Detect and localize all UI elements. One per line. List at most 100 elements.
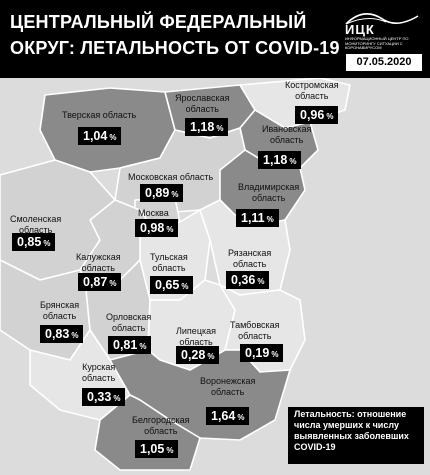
region-value-unit: % [216, 124, 224, 133]
region-value-badge: 1,05% [135, 440, 179, 458]
region-name-line: Калужская [76, 252, 121, 262]
region-value: 1,11 [241, 211, 265, 225]
region-value-unit: % [166, 446, 174, 455]
region-name-line: область [42, 311, 77, 321]
region-name-line: Смоленская [10, 214, 62, 224]
date-badge: 07.05.2020 [346, 54, 422, 71]
region-name: Брянская область [40, 300, 79, 322]
logo-subtext: ИНФОРМАЦИОННЫЙ ЦЕНТР ПО МОНИТОРИНГУ СИТУ… [345, 36, 409, 50]
region-value-unit: % [266, 215, 274, 224]
region-value: 0,65 [155, 278, 180, 292]
region-value-badge: 0,28% [176, 346, 220, 364]
region-value: 1,18 [190, 120, 215, 134]
region-name-line: область [238, 331, 272, 341]
region-name: Орловская область [106, 312, 151, 334]
region-name-line: область [251, 193, 286, 203]
region-name-line: Орловская [106, 312, 152, 322]
region-value-badge: 0,89% [140, 184, 184, 202]
region-value: 0,33 [87, 390, 112, 404]
legend-line: Летальность: отношение [294, 409, 407, 419]
region-name: Костромская область [285, 80, 339, 102]
region-name-line: область [111, 323, 146, 333]
region-value: 1,04 [83, 129, 108, 143]
region-value-unit: % [326, 112, 334, 121]
region-name-line: область [211, 387, 245, 397]
region-value-badge: 1,64% [206, 407, 250, 425]
region-value-badge: 1,04% [78, 127, 122, 145]
region-value: 0,98 [140, 221, 165, 235]
region-value-unit: % [43, 239, 51, 248]
region-name: Ярославская область [175, 93, 229, 115]
region-name: Курская область [82, 362, 115, 384]
region-name: Владимирская область [238, 182, 299, 204]
legend-line: COVID-19 [294, 442, 336, 452]
legend-box: Летальность: отношение числа умерших к ч… [288, 407, 424, 464]
region-value-badge: 0,87% [78, 273, 122, 291]
region-value-unit: % [271, 350, 279, 359]
region-name-line: Тульская [150, 252, 188, 262]
region-value-badge: 0,81% [108, 336, 152, 354]
region-name-line: область [82, 373, 116, 383]
region-value: 0,83 [45, 327, 70, 341]
region-name-line: Белгородская [132, 415, 190, 425]
region-value-unit: % [71, 331, 79, 340]
title-line-2: ОКРУГ: ЛЕТАЛЬНОСТЬ ОТ COVID-19 [10, 38, 340, 58]
region-name-line: область [179, 337, 213, 347]
region-name: Тверская область [62, 110, 136, 121]
region-name: Липецкая область [176, 326, 216, 348]
region-name-line: область [144, 426, 178, 436]
region-value-unit: % [181, 282, 189, 291]
region-name: Тульская область [150, 252, 188, 274]
region-value: 1,18 [263, 153, 288, 167]
region-name-line: область [81, 263, 115, 273]
logo-arc-icon [345, 13, 419, 25]
region-value: 0,36 [231, 273, 256, 287]
region-value: 0,81 [113, 338, 138, 352]
region-name-line: Липецкая [176, 326, 216, 336]
region-name-line: Ярославская [175, 93, 230, 103]
region-value-unit: % [289, 157, 297, 166]
region-value-badge: 1,18% [185, 118, 229, 136]
region-name: Рязанская область [228, 248, 271, 270]
region-name-line: область [295, 91, 329, 101]
region-name: Москва [138, 208, 169, 219]
region-name: Калужская область [76, 252, 121, 274]
region-name: Воронежская область [200, 376, 255, 398]
region-value-badge: 0,36% [226, 271, 270, 289]
region-value-badge: 0,83% [40, 325, 84, 343]
region-name-line: Москва [138, 208, 169, 218]
region-value: 0,19 [245, 346, 270, 360]
title-line-1: ЦЕНТРАЛЬНЫЙ ФЕДЕРАЛЬНЫЙ [10, 12, 307, 32]
logo-text: ИЦК [345, 22, 375, 37]
region-value-badge: 0,98% [135, 219, 179, 237]
region-name-line: Воронежская [200, 376, 256, 386]
region-value-unit: % [139, 342, 147, 351]
region-value-badge: 0,65% [150, 276, 194, 294]
region-name-line: Ивановская [262, 124, 312, 134]
region-value-unit: % [113, 394, 121, 403]
region-value: 0,96 [300, 108, 325, 122]
region-name-line: Рязанская [228, 248, 272, 258]
region-name-line: область [185, 104, 219, 114]
region-name-line: Владимирская [238, 182, 300, 192]
region-value: 0,85 [17, 235, 42, 249]
region-name-line: Костромская [285, 80, 339, 90]
region-name-line: Тверская область [62, 110, 137, 120]
region-name-line: Курская [82, 362, 116, 372]
region-name: Ивановская область [262, 124, 311, 146]
region-value-unit: % [257, 277, 265, 286]
region-value: 1,05 [140, 442, 165, 456]
region-name: Смоленская область [10, 214, 61, 236]
region-name: Тамбовская область [230, 320, 280, 342]
region-value-unit: % [237, 413, 245, 422]
region-value-unit: % [166, 225, 174, 234]
region-value-unit: % [109, 279, 117, 288]
region-value-badge: 0,33% [82, 388, 126, 406]
header: ЦЕНТРАЛЬНЫЙ ФЕДЕРАЛЬНЫЙ ОКРУГ: ЛЕТАЛЬНОС… [0, 0, 430, 78]
region-name-line: Московская область [128, 172, 214, 182]
legend-line: выявленных заболевших [294, 431, 409, 441]
region-name-line: область [270, 135, 304, 145]
region-value: 1,64 [211, 409, 236, 423]
region-name-line: область [18, 225, 53, 235]
